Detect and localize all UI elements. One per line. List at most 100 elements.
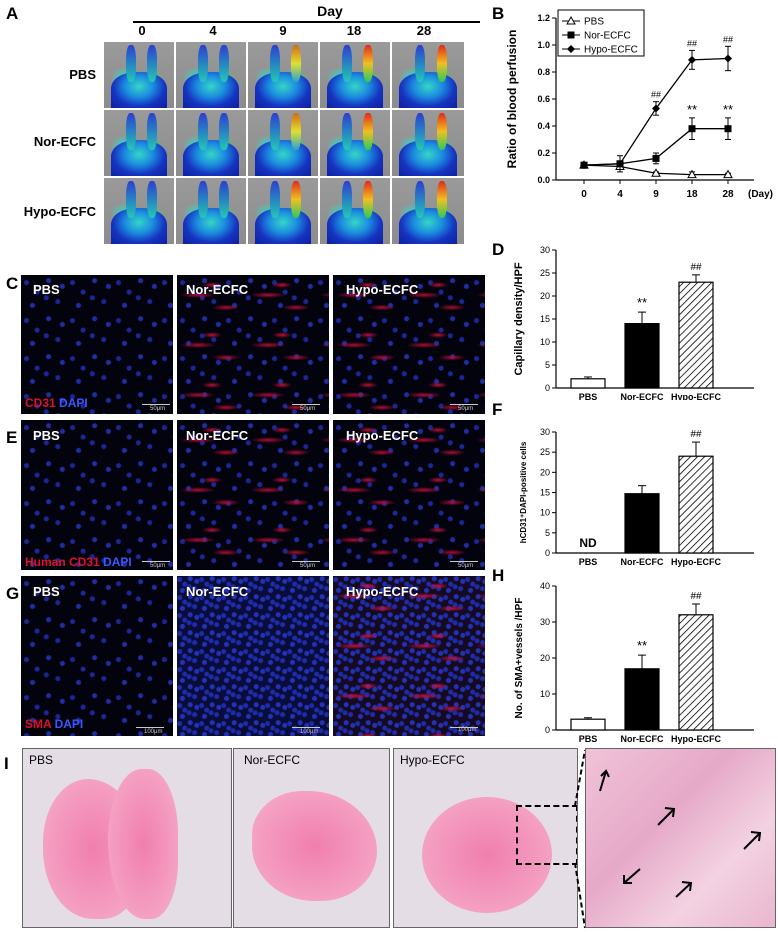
perfusion-image — [320, 110, 390, 176]
bar-nor-ecfc — [624, 322, 660, 389]
legend-label: PBS — [584, 17, 604, 28]
he-label-nor: Nor-ECFC — [244, 753, 300, 767]
panel-letter-f: F — [492, 400, 503, 419]
arrow-annotations — [599, 769, 762, 898]
stain-legend-c: CD31 DAPI — [25, 396, 88, 410]
tissue — [108, 769, 178, 919]
data-point — [724, 125, 732, 133]
day-tick-0: 0 — [138, 23, 146, 38]
significance-label: ** — [723, 102, 733, 117]
y-tick-label: 0.2 — [537, 148, 550, 158]
micrograph-g-nor — [177, 576, 329, 736]
y-tick-label: 30 — [540, 245, 550, 255]
perfusion-image — [176, 178, 246, 244]
chart-b-perfusion: 0.0 0.2 0.4 0.6 0.8 1.0 1.2 0 4 9 18 28 (Day) Ratio o… — [505, 9, 773, 200]
panel-letter-h: H — [492, 566, 505, 585]
row-label-pbs: PBS — [69, 67, 96, 82]
perfusion-image — [248, 42, 318, 108]
label-g-pbs: PBS — [33, 584, 60, 599]
chart-h-sma: 0 10 20 30 40 PBS Nor-ECFC ** Hypo-ECFC ## No. of … — [514, 581, 754, 744]
x-tick-label: PBS — [579, 557, 598, 567]
y-tick-label: 0.6 — [537, 94, 550, 104]
stain-red: CD31 — [25, 396, 56, 410]
x-unit-label: (Day) — [748, 189, 773, 200]
perfusion-image — [392, 42, 464, 108]
micrograph-c-pbs — [21, 275, 173, 414]
scale-bar — [292, 727, 320, 728]
micrograph-c-hypo — [333, 275, 485, 414]
micrograph-c-nor — [177, 275, 329, 414]
data-point — [616, 159, 624, 168]
significance-label: ** — [637, 638, 647, 653]
y-tick-label: 5 — [545, 360, 550, 370]
perfusion-image — [104, 42, 174, 108]
row-label-nor-ecfc: Nor-ECFC — [33, 134, 96, 149]
micrograph-e-hypo — [333, 420, 485, 570]
scale-bar — [450, 561, 478, 562]
scale-text: 50μm — [300, 563, 316, 569]
x-tick-label: 18 — [686, 189, 698, 200]
day-tick-28: 28 — [416, 23, 432, 38]
label-e-nor: Nor-ECFC — [186, 428, 249, 443]
legend-label: Nor-ECFC — [584, 31, 631, 42]
y-tick-label: 0 — [545, 548, 550, 558]
label-g-nor: Nor-ECFC — [186, 584, 249, 599]
perfusion-image — [392, 178, 464, 244]
day-tick-4: 4 — [209, 23, 217, 38]
x-tick-label: Hypo-ECFC — [671, 557, 721, 567]
x-tick-label: Nor-ECFC — [621, 734, 664, 744]
legend: PBS Nor-ECFC Hypo-ECFC — [557, 9, 645, 57]
y-tick-label: 0.0 — [537, 175, 550, 185]
y-tick-label: 5 — [545, 528, 550, 538]
data-point — [688, 125, 696, 133]
scale-bar — [142, 404, 170, 405]
bar-nor-ecfc — [624, 493, 660, 554]
panel-letter-a: A — [6, 4, 19, 23]
y-tick-label: 10 — [540, 337, 550, 347]
data-point — [580, 161, 588, 170]
data-point — [723, 169, 733, 179]
x-tick-label: Nor-ECFC — [621, 557, 664, 567]
bar-hypo-ecfc — [678, 281, 714, 389]
he-label-pbs: PBS — [29, 753, 54, 767]
he-section-pbs: PBS — [22, 748, 232, 928]
day-tick-9: 9 — [279, 23, 287, 38]
x-tick-label: Nor-ECFC — [621, 392, 664, 400]
data-point — [652, 154, 660, 162]
day-tick-18: 18 — [346, 23, 362, 38]
x-tick-label: 4 — [617, 189, 623, 200]
scale-bar — [450, 727, 478, 728]
bar-nor-ecfc — [624, 668, 660, 731]
label-c-pbs: PBS — [33, 282, 60, 297]
chart-f-hcd31: 0 5 10 15 20 25 30 PBS ND Nor-ECFC Hypo-ECFC ## hCD3… — [519, 427, 754, 567]
y-tick-label: 20 — [540, 291, 550, 301]
x-tick-label: PBS — [579, 392, 598, 400]
significance-label: ## — [723, 34, 733, 44]
y-tick-label: 1.2 — [537, 13, 550, 23]
y-tick-label: 1.0 — [537, 40, 550, 50]
x-tick-label: Hypo-ECFC — [671, 392, 721, 400]
scale-text: 50μm — [150, 406, 166, 412]
significance-label: ## — [690, 591, 702, 602]
scale-text: 50μm — [458, 563, 474, 569]
label-g-hypo: Hypo-ECFC — [346, 584, 419, 599]
data-point — [652, 104, 660, 113]
x-tick-label: Hypo-ECFC — [671, 734, 721, 744]
significance-label: ND — [579, 536, 597, 550]
zoom-box — [516, 805, 577, 865]
micrograph-e-nor — [177, 420, 329, 570]
y-tick-label: 15 — [540, 314, 550, 324]
scale-bar — [292, 561, 320, 562]
legend-marker — [567, 31, 575, 39]
perfusion-image — [320, 42, 390, 108]
scale-bar — [292, 404, 320, 405]
data-point — [724, 54, 732, 63]
bar-pbs — [570, 718, 606, 731]
y-tick-label: 0.8 — [537, 67, 550, 77]
perfusion-image — [248, 178, 318, 244]
y-tick-label: 0 — [545, 383, 550, 393]
scale-text: 100μm — [458, 727, 477, 733]
panel-letter-e: E — [6, 428, 18, 447]
tissue — [422, 797, 552, 913]
label-e-hypo: Hypo-ECFC — [346, 428, 419, 443]
